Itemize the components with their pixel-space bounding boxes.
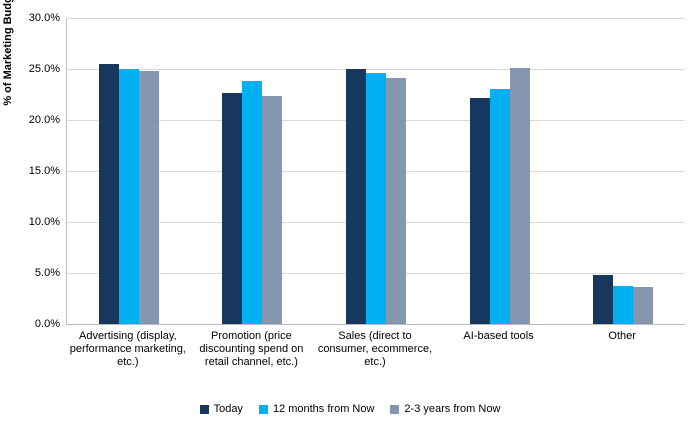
bar — [489, 89, 510, 324]
y-tick-label: 5.0% — [34, 267, 60, 279]
bar-group — [191, 81, 315, 324]
bar — [138, 71, 159, 324]
bar — [509, 67, 530, 324]
y-tick-label: 15.0% — [28, 165, 60, 177]
legend-item: 2-3 years from Now — [390, 403, 500, 415]
category-label: Other — [608, 330, 636, 342]
y-tick-label: 30.0% — [28, 12, 60, 24]
bar — [262, 95, 283, 324]
legend-label: Today — [213, 403, 243, 415]
category-label: AI-based tools — [463, 330, 534, 342]
bar-group — [67, 63, 191, 324]
legend-label: 2-3 years from Now — [404, 403, 501, 415]
bar — [345, 69, 366, 324]
bar — [613, 286, 634, 324]
bar — [469, 97, 490, 324]
plot-area — [66, 18, 685, 325]
legend-swatch — [258, 404, 268, 414]
y-tick-label: 0.0% — [34, 318, 60, 330]
legend-item: 12 months from Now — [258, 403, 375, 415]
bar — [98, 63, 119, 324]
bar — [222, 93, 243, 324]
y-axis-ticks: 0.0% 5.0% 10.0% 15.0% 20.0% 25.0% 30.0% — [20, 0, 64, 426]
bar — [242, 81, 263, 324]
y-tick-label: 10.0% — [28, 216, 60, 228]
gridline — [67, 18, 685, 19]
gridline — [67, 69, 685, 70]
y-tick-label: 20.0% — [28, 114, 60, 126]
x-axis-labels: Advertising (display, performance market… — [66, 330, 684, 396]
legend-swatch — [199, 404, 209, 414]
legend-label: 12 months from Now — [272, 403, 375, 415]
y-axis-title: % of Marketing Budget Allocated — [2, 0, 14, 106]
category-label: Sales (direct to consumer, ecommerce, et… — [317, 330, 433, 368]
bar — [633, 287, 654, 324]
bar-group — [314, 69, 438, 324]
bar — [593, 275, 614, 324]
legend-item: Today — [199, 403, 243, 415]
bar — [118, 69, 139, 324]
bar-group — [561, 275, 685, 324]
bar — [385, 78, 406, 324]
legend: Today 12 months from Now 2-3 years from No… — [0, 398, 700, 420]
legend-swatch — [390, 404, 400, 414]
category-label: Advertising (display, performance market… — [69, 330, 186, 368]
bar — [365, 73, 386, 324]
category-label: Promotion (price discounting spend on re… — [199, 330, 304, 368]
bar-group — [438, 67, 562, 324]
y-tick-label: 25.0% — [28, 63, 60, 75]
